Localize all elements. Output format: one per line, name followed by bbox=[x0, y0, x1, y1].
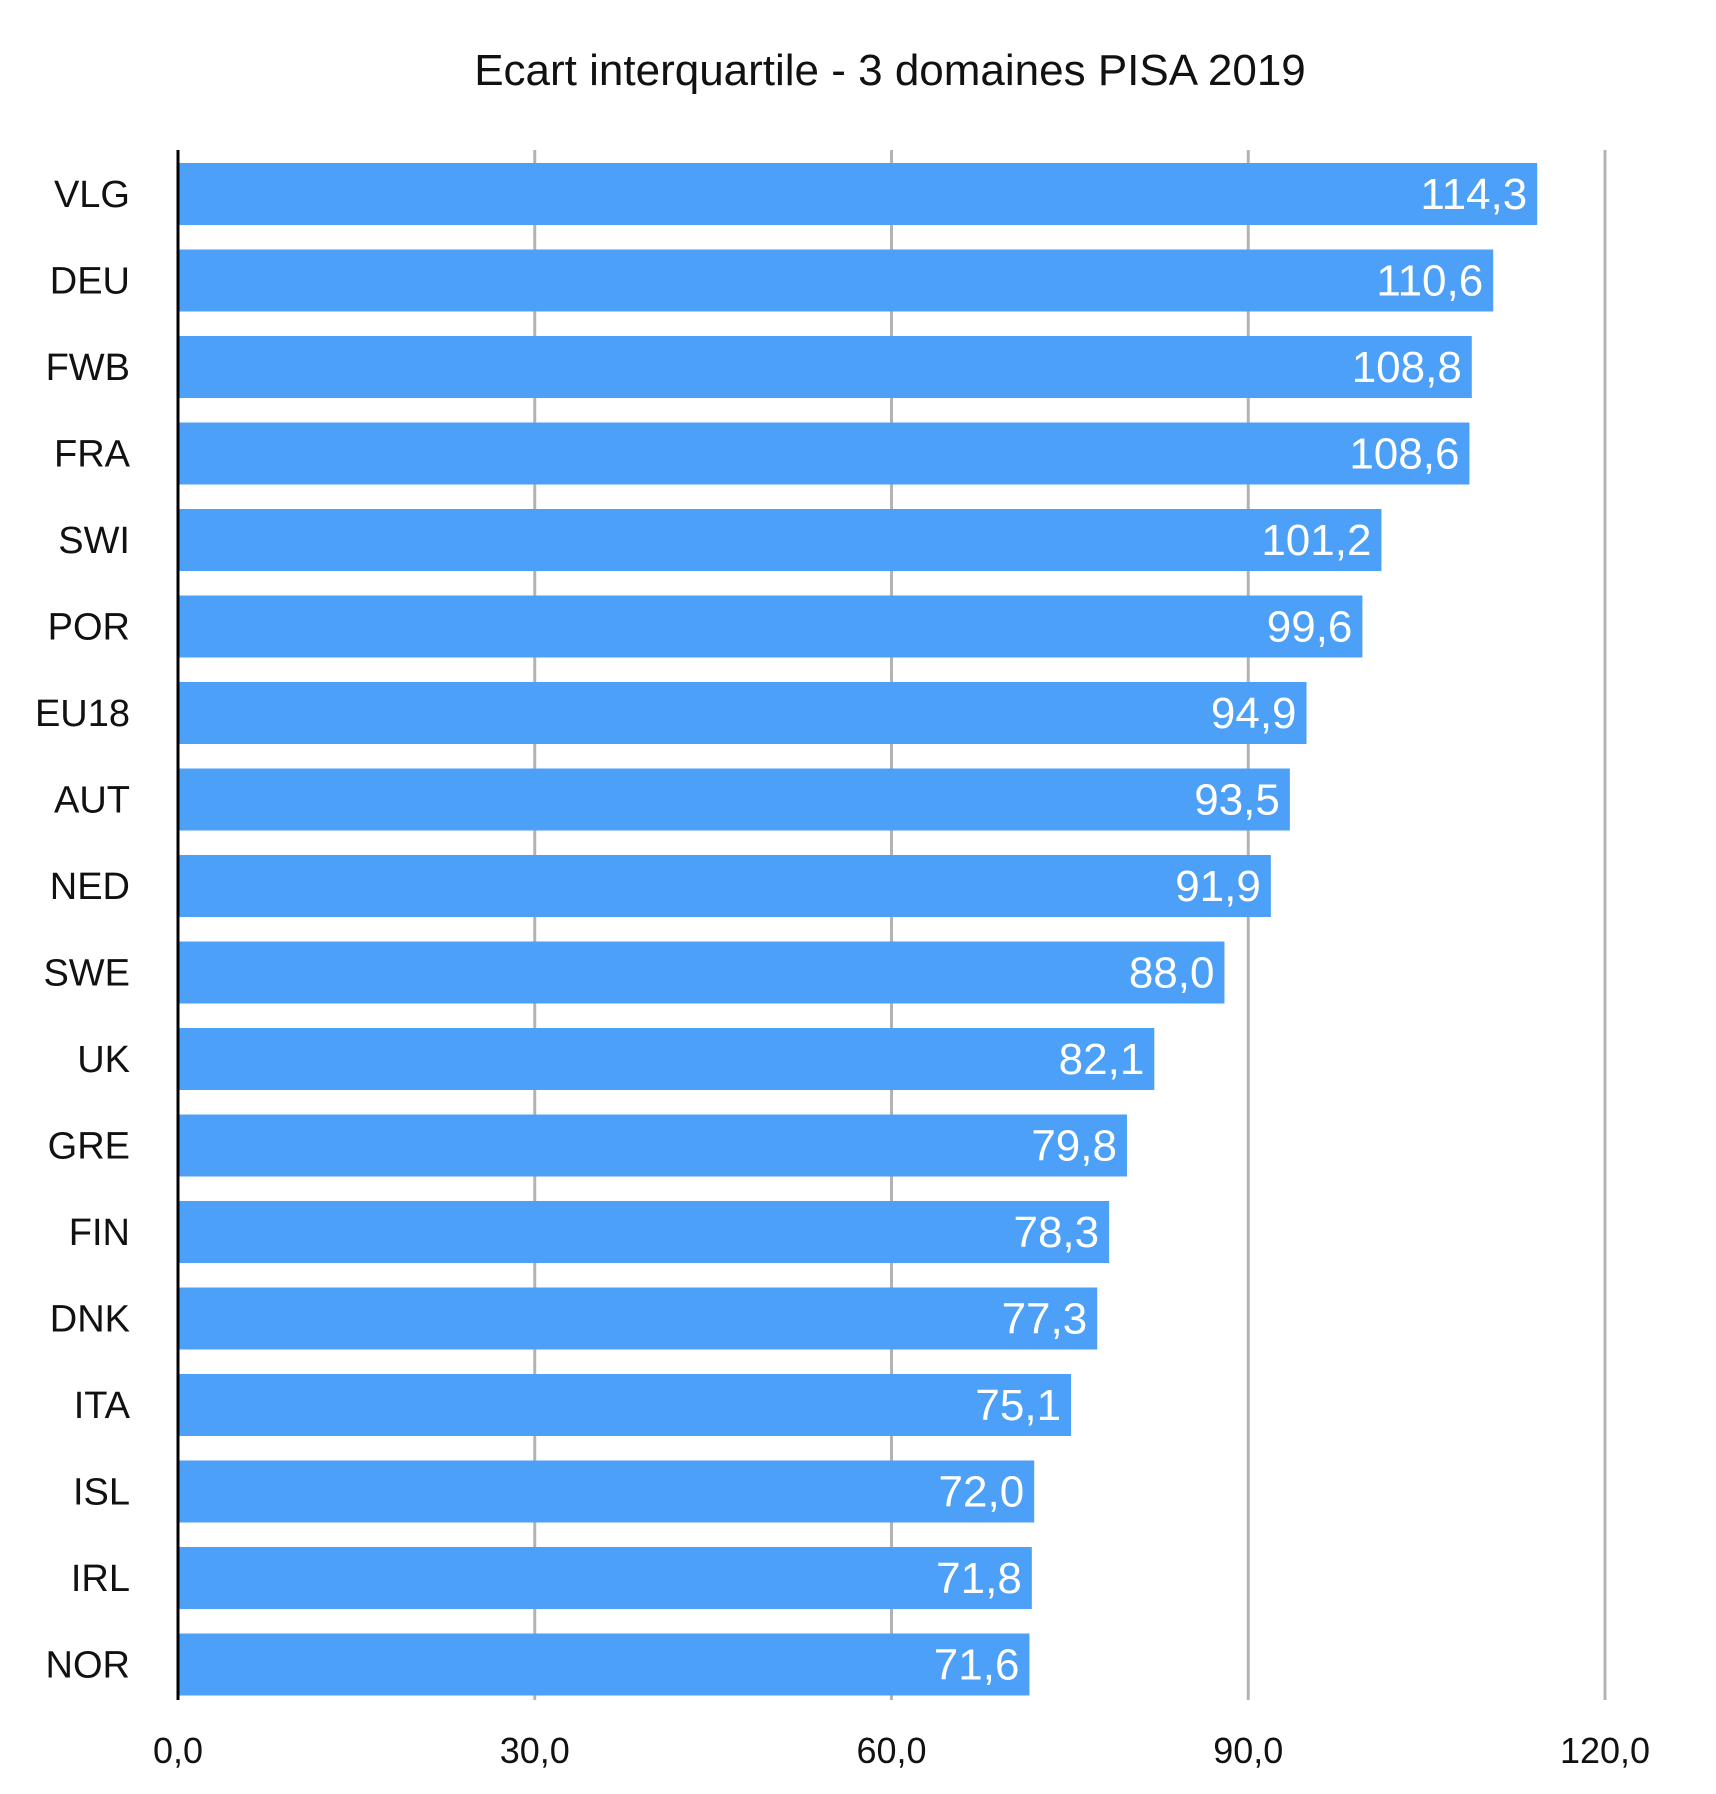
category-label-eu18: EU18 bbox=[35, 693, 130, 735]
value-label-eu18: 94,9 bbox=[1211, 689, 1297, 738]
x-tick-label-4: 120,0 bbox=[1560, 1730, 1650, 1771]
bar-dnk bbox=[178, 1287, 1098, 1350]
bar-eu18 bbox=[178, 682, 1307, 744]
x-tick-label-3: 90,0 bbox=[1213, 1730, 1283, 1771]
x-tick-label-0: 0,0 bbox=[153, 1730, 203, 1771]
value-label-isl: 72,0 bbox=[939, 1468, 1025, 1517]
x-tick-label-1: 30,0 bbox=[500, 1730, 570, 1771]
category-label-swe: SWE bbox=[43, 953, 130, 995]
category-label-fin: FIN bbox=[69, 1212, 130, 1254]
chart-title: Ecart interquartile - 3 domaines PISA 20… bbox=[474, 46, 1306, 95]
value-label-swe: 88,0 bbox=[1129, 949, 1215, 998]
bar-gre bbox=[178, 1114, 1127, 1177]
category-label-irl: IRL bbox=[71, 1558, 130, 1600]
bar-fra bbox=[178, 422, 1470, 485]
bar-deu bbox=[178, 249, 1494, 312]
value-label-por: 99,6 bbox=[1267, 603, 1353, 652]
category-label-uk: UK bbox=[77, 1039, 130, 1081]
category-label-deu: DEU bbox=[50, 261, 130, 303]
category-label-fra: FRA bbox=[54, 434, 131, 476]
value-label-uk: 82,1 bbox=[1059, 1035, 1145, 1084]
bar-ita bbox=[178, 1374, 1072, 1436]
category-label-ita: ITA bbox=[74, 1385, 131, 1427]
value-label-fin: 78,3 bbox=[1013, 1208, 1099, 1257]
bar-nor bbox=[178, 1633, 1030, 1696]
value-label-fra: 108,6 bbox=[1349, 430, 1459, 479]
bar-fin bbox=[178, 1201, 1110, 1263]
value-label-fwb: 108,8 bbox=[1352, 343, 1462, 392]
bar-swi bbox=[178, 509, 1382, 571]
category-label-gre: GRE bbox=[48, 1126, 130, 1168]
category-label-swi: SWI bbox=[58, 520, 130, 562]
category-label-vlg: VLG bbox=[54, 174, 130, 216]
bar-fwb bbox=[178, 336, 1472, 398]
bar-aut bbox=[178, 768, 1290, 831]
value-label-ita: 75,1 bbox=[975, 1381, 1061, 1430]
bar-uk bbox=[178, 1028, 1155, 1090]
category-label-nor: NOR bbox=[46, 1645, 130, 1687]
value-label-nor: 71,6 bbox=[934, 1641, 1020, 1690]
value-label-gre: 79,8 bbox=[1031, 1122, 1117, 1171]
category-label-aut: AUT bbox=[54, 780, 130, 822]
value-label-vlg: 114,3 bbox=[1420, 170, 1527, 219]
bar-por bbox=[178, 595, 1363, 658]
value-label-swi: 101,2 bbox=[1261, 516, 1371, 565]
category-label-ned: NED bbox=[50, 866, 130, 908]
bar-swe bbox=[178, 941, 1225, 1004]
x-tick-label-2: 60,0 bbox=[856, 1730, 926, 1771]
category-label-isl: ISL bbox=[73, 1472, 130, 1514]
bar-ned bbox=[178, 855, 1271, 917]
category-label-por: POR bbox=[48, 607, 130, 649]
category-label-fwb: FWB bbox=[46, 347, 130, 389]
value-label-deu: 110,6 bbox=[1376, 257, 1483, 306]
value-label-dnk: 77,3 bbox=[1002, 1295, 1088, 1344]
category-label-dnk: DNK bbox=[50, 1299, 130, 1341]
bar-irl bbox=[178, 1547, 1032, 1609]
value-label-aut: 93,5 bbox=[1194, 776, 1280, 825]
value-label-irl: 71,8 bbox=[936, 1554, 1022, 1603]
value-label-ned: 91,9 bbox=[1175, 862, 1261, 911]
bar-vlg bbox=[178, 163, 1538, 225]
bar-isl bbox=[178, 1460, 1035, 1523]
